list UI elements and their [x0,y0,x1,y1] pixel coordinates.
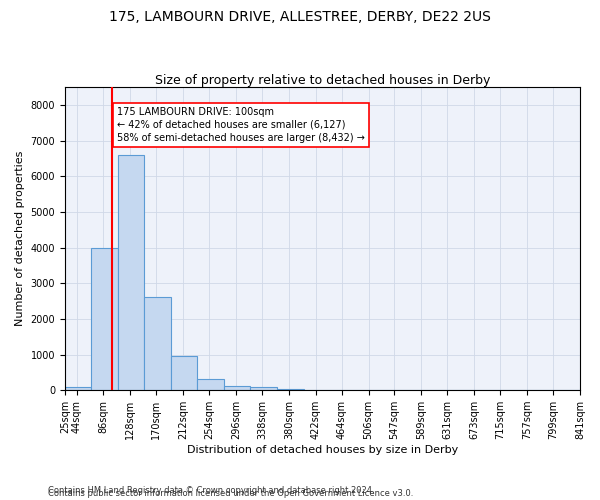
Text: Contains public sector information licensed under the Open Government Licence v3: Contains public sector information licen… [48,488,413,498]
Bar [197,379,224,390]
Text: Contains HM Land Registry data © Crown copyright and database right 2024.: Contains HM Land Registry data © Crown c… [48,486,374,495]
Bar [65,386,91,390]
Title: Size of property relative to detached houses in Derby: Size of property relative to detached ho… [155,74,490,87]
Y-axis label: Number of detached properties: Number of detached properties [15,151,25,326]
Bar [171,356,197,390]
Bar [118,155,145,390]
Text: 175 LAMBOURN DRIVE: 100sqm
← 42% of detached houses are smaller (6,127)
58% of s: 175 LAMBOURN DRIVE: 100sqm ← 42% of deta… [117,106,365,143]
Bar [250,388,277,390]
Bar [91,248,118,390]
Bar [224,386,250,390]
Bar [145,298,171,390]
X-axis label: Distribution of detached houses by size in Derby: Distribution of detached houses by size … [187,445,458,455]
Text: 175, LAMBOURN DRIVE, ALLESTREE, DERBY, DE22 2US: 175, LAMBOURN DRIVE, ALLESTREE, DERBY, D… [109,10,491,24]
Bar [277,389,304,390]
